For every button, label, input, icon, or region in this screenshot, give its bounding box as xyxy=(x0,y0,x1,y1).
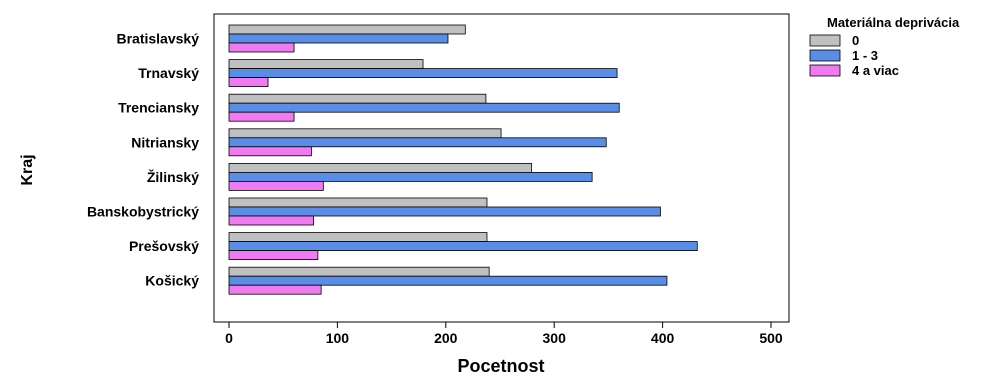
bar-zilinsky-series-1 xyxy=(228,162,532,173)
plot-frame xyxy=(213,13,790,323)
bar-bratislavsky-series-3 xyxy=(228,42,295,53)
category-label-trnavsky: Trnavský xyxy=(138,65,199,81)
x-tick-label: 400 xyxy=(651,330,675,346)
bar-banskobystricky-series-2 xyxy=(228,206,661,217)
legend: Materiálna deprivácia 01 - 34 a viac xyxy=(809,15,960,78)
bar-banskobystricky-series-3 xyxy=(228,215,314,226)
bar-banskobystricky-series-1 xyxy=(228,197,488,208)
bars-group xyxy=(228,24,698,295)
category-label-zilinsky: Žilinský xyxy=(147,168,199,185)
bar-bratislavsky-series-2 xyxy=(228,33,449,44)
bar-trenciansky-series-2 xyxy=(228,102,620,113)
bar-kosicky-series-1 xyxy=(228,266,490,277)
bar-presovsky-series-1 xyxy=(228,232,488,243)
x-axis-title: Pocetnost xyxy=(457,356,544,376)
bar-zilinsky-series-3 xyxy=(228,180,324,191)
bar-nitriansky-series-2 xyxy=(228,137,607,148)
legend-swatch-3 xyxy=(809,64,841,77)
bar-presovsky-series-2 xyxy=(228,241,698,252)
category-label-presovsky: Prešovský xyxy=(129,238,199,254)
legend-label-1: 0 xyxy=(852,33,859,48)
bar-nitriansky-series-3 xyxy=(228,146,312,157)
bar-zilinsky-series-2 xyxy=(228,171,593,182)
category-label-nitriansky: Nitriansky xyxy=(131,134,199,150)
bar-trnavsky-series-2 xyxy=(228,68,618,78)
x-tick-label: 500 xyxy=(759,330,783,346)
bar-trnavsky-series-1 xyxy=(228,59,424,69)
x-tick-label: 100 xyxy=(326,330,350,346)
bar-presovsky-series-3 xyxy=(228,250,319,261)
x-tick-label: 200 xyxy=(434,330,458,346)
legend-label-3: 4 a viac xyxy=(852,63,899,78)
category-labels: Bratislavský Trnavský Trenciansky Nitriansk… xyxy=(87,31,199,289)
x-axis-ticks: 0 100 200 300 400 500 xyxy=(225,322,783,346)
bar-nitriansky-series-1 xyxy=(228,128,502,139)
x-tick-label: 0 xyxy=(225,330,233,346)
bar-kosicky-series-2 xyxy=(228,275,668,286)
bar-kosicky-series-3 xyxy=(228,284,322,295)
bar-trnavsky-series-3 xyxy=(228,77,269,87)
y-axis-title: Kraj xyxy=(19,154,36,185)
bar-trenciansky-series-1 xyxy=(228,93,487,104)
bar-trenciansky-series-3 xyxy=(228,111,295,122)
category-label-banskobystricky: Banskobystrický xyxy=(87,204,199,220)
legend-items: 01 - 34 a viac xyxy=(809,33,899,78)
category-label-kosicky: Košický xyxy=(145,273,199,289)
legend-label-2: 1 - 3 xyxy=(852,48,878,63)
legend-title: Materiálna deprivácia xyxy=(827,15,960,30)
legend-swatch-2 xyxy=(809,49,841,62)
x-tick-label: 300 xyxy=(543,330,567,346)
category-label-bratislavsky: Bratislavský xyxy=(116,31,199,47)
category-label-trenciansky: Trenciansky xyxy=(118,100,199,116)
bar-bratislavsky-series-1 xyxy=(228,24,466,35)
legend-swatch-1 xyxy=(809,34,841,47)
